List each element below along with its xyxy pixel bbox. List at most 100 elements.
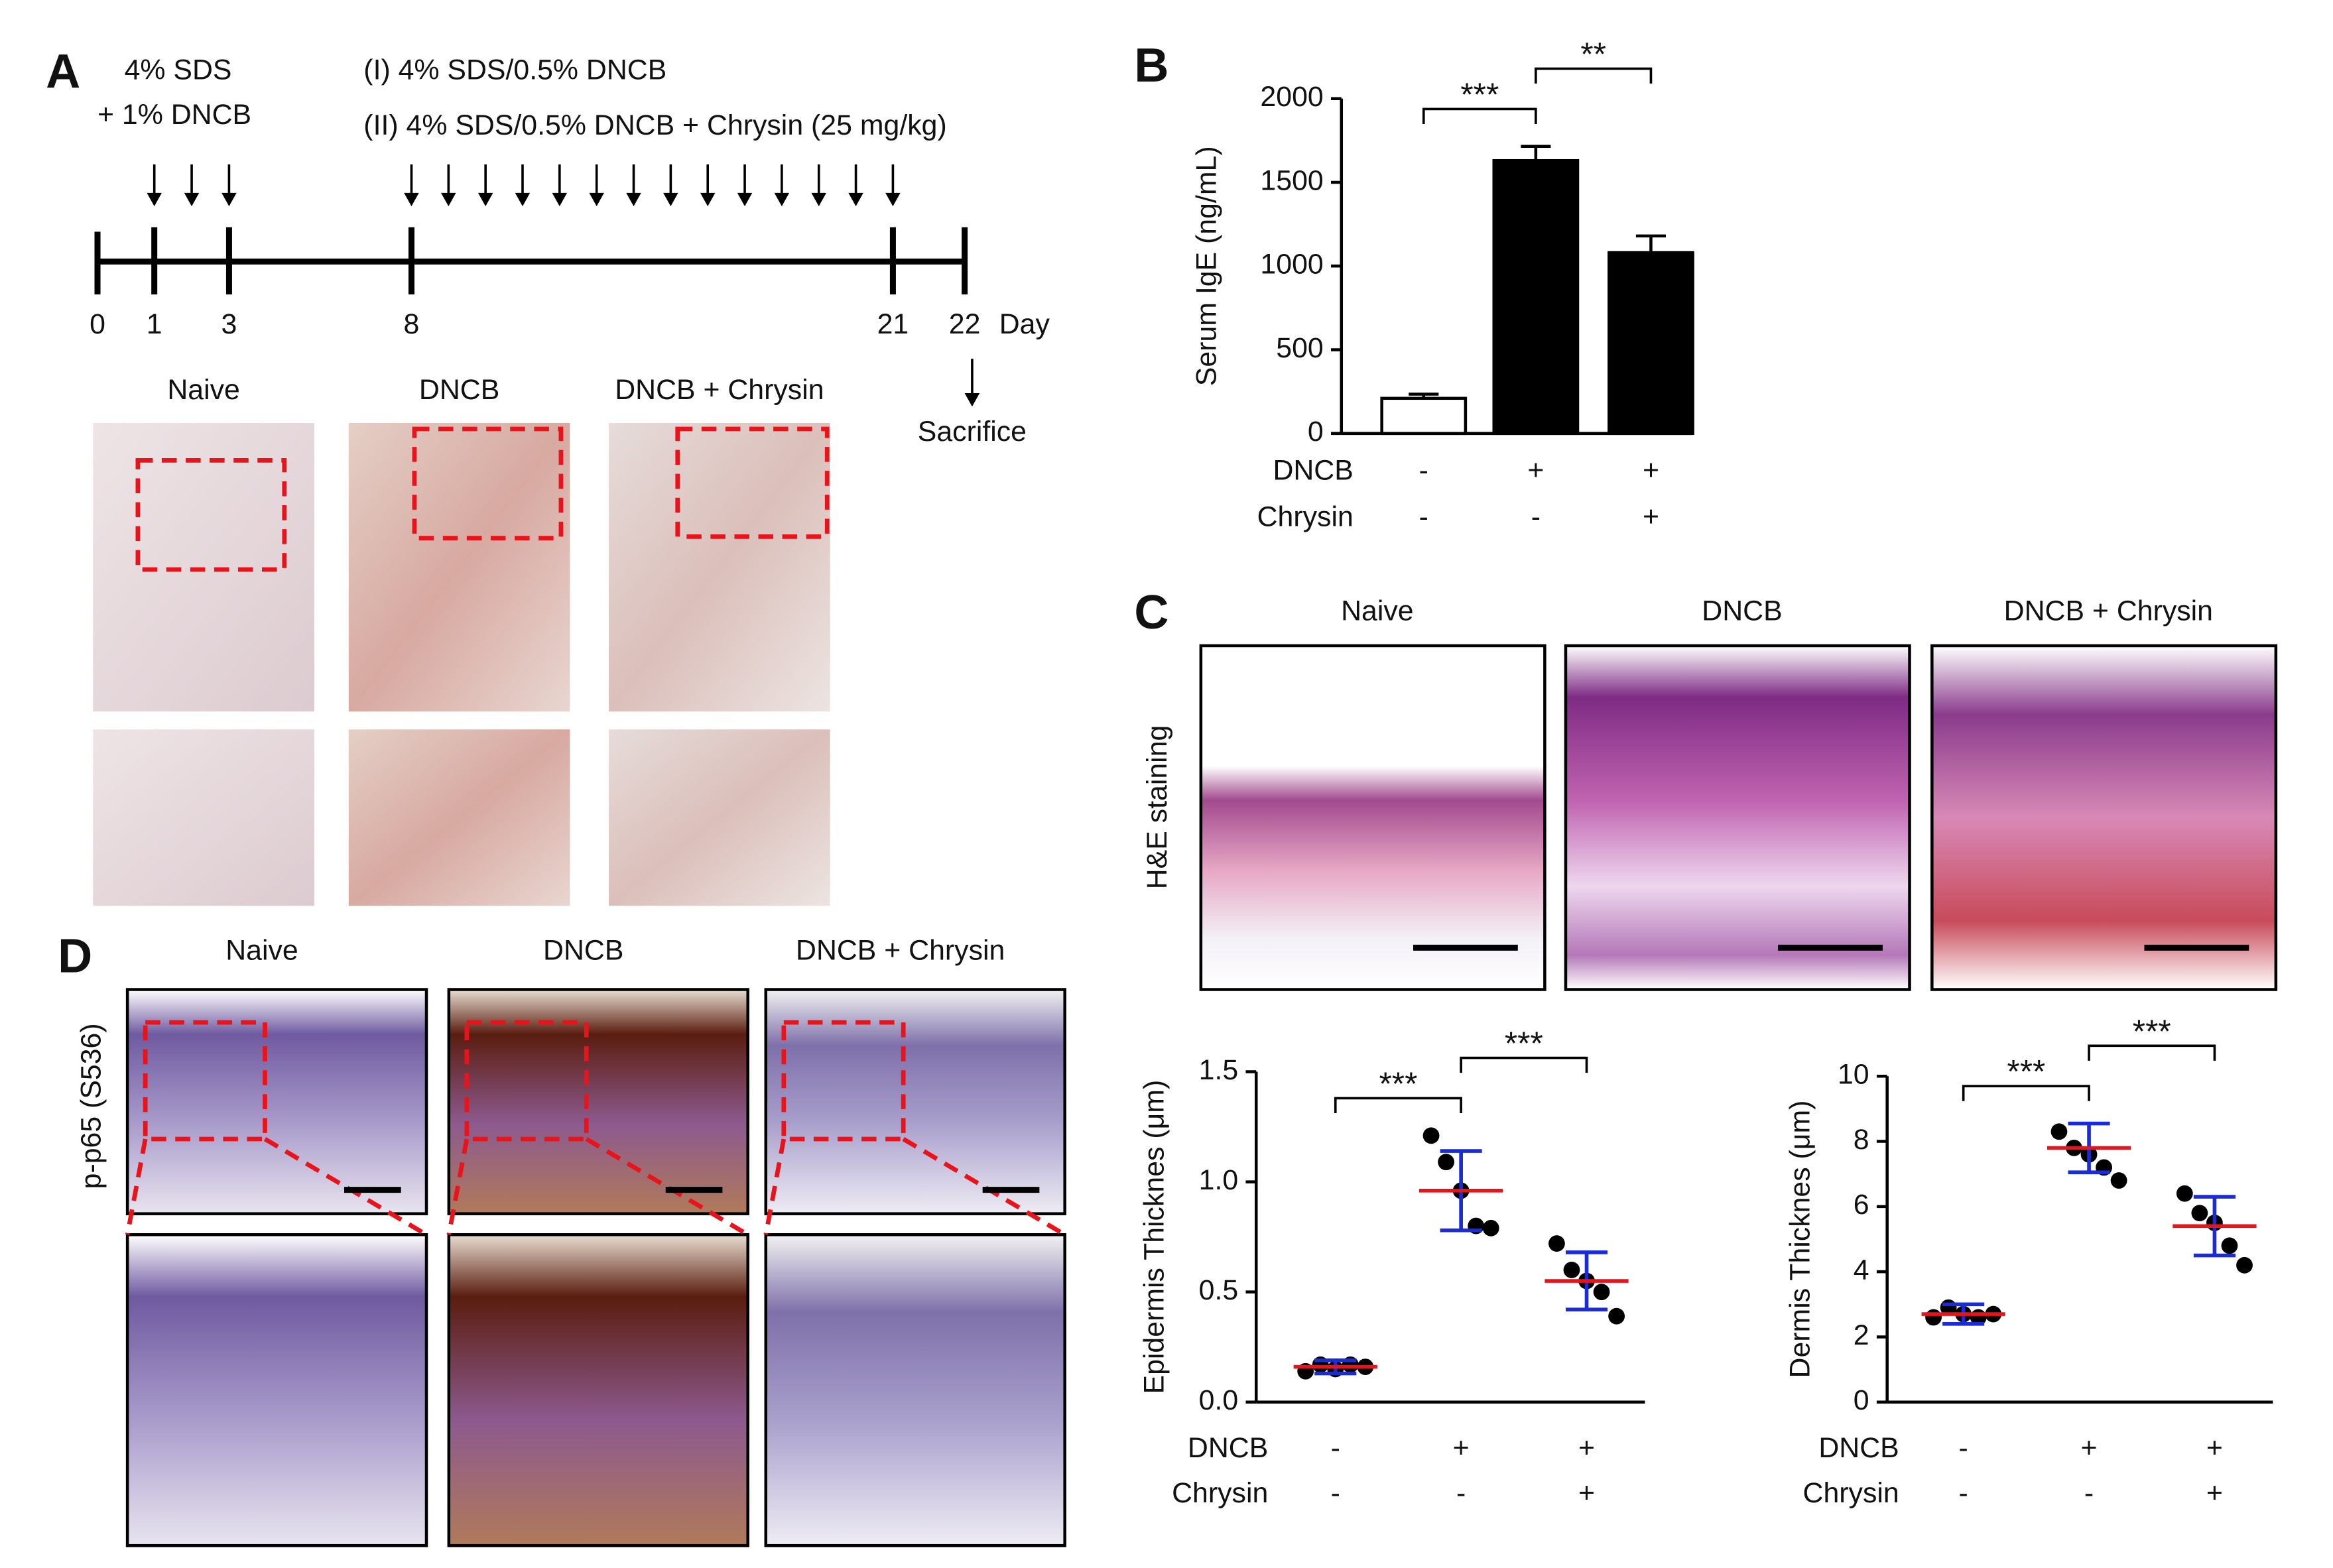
treatment-sign: + [1643,501,1659,533]
treatment-sign: + [2206,1477,2223,1509]
group-label: DNCB + Chrysin [796,934,1005,966]
treatment-sign: + [2081,1432,2098,1464]
treatment-sign: - [1419,501,1428,533]
region-box [135,458,287,572]
ihc-zoom [125,1233,428,1547]
data-point [1593,1284,1610,1301]
sacrifice-label: Sacrifice [918,416,1027,448]
data-point [1438,1154,1454,1171]
arrow-head [552,192,568,207]
arrow-head [811,192,827,207]
day-label: 1 [147,308,162,340]
treatment-sign: + [1527,455,1544,487]
zoom-guide [763,1138,787,1235]
treatment-text: (I) 4% SDS/0.5% DNCB [363,54,666,86]
mouse-photo [348,423,570,712]
y-tick-label: 0.5 [1199,1274,1239,1306]
significance-bracket [1962,1085,2090,1101]
treatment-sign: - [1456,1477,1466,1509]
treatment-label: Chrysin [1172,1477,1268,1509]
y-tick-label: 0 [1854,1384,1869,1416]
treatment-sign: + [1643,455,1659,487]
significance-bracket [1422,107,1537,124]
day-label: 0 [90,308,105,340]
zoom-guide [125,1138,148,1235]
y-tick-label: 2 [1854,1319,1869,1351]
ihc-image [447,988,749,1215]
mouse-photo [609,423,830,712]
group-label: DNCB + Chrysin [2004,595,2213,627]
zoom-guide [585,1137,749,1237]
day-label: 3 [221,308,237,340]
panel-letter: A [46,45,80,98]
row-label: p-p65 (S536) [76,1023,107,1189]
significance-label: *** [1379,1065,1418,1103]
he-image [1930,644,2278,991]
arrow-head [477,192,493,207]
treatment-sign: + [1578,1477,1595,1509]
data-point [1422,1127,1440,1144]
y-tick-label: 500 [1276,332,1323,364]
significance-bracket [1334,1097,1462,1114]
treatment-sign: + [1453,1432,1470,1464]
arrow-head [221,192,237,207]
day-label: 8 [404,308,420,340]
arrow-head [515,192,531,207]
treatment-sign: - [1959,1432,1968,1464]
region-box [412,426,564,541]
significance-label: ** [1580,36,1606,73]
data-point [2191,1205,2208,1222]
significance-label: *** [2133,1012,2171,1050]
data-point [2221,1237,2238,1254]
treatment-sign: + [2206,1432,2223,1464]
row-label: H&E staining [1141,725,1173,890]
he-image [1199,644,1546,991]
zoom-guide [446,1138,470,1235]
treatment-sign: - [1419,455,1428,487]
bar [1492,158,1580,436]
he-image [1564,644,1911,991]
figure-content: A B C D 4% SDS + 1% DNCB (I) 4% SDS/0.5% DNCB (… [46,36,2278,1547]
y-tick-label: 0 [1308,416,1324,448]
panel-letter: D [58,930,92,983]
arrow-head [737,192,753,207]
ihc-image [764,988,1066,1215]
arrow-head [885,192,901,207]
arrow-head [848,192,863,207]
day-label: 22 [949,308,981,340]
arrow-head [589,192,604,207]
treatment-label: Chrysin [1803,1477,1899,1509]
panel-letter: B [1134,39,1168,92]
significance-label: *** [1505,1025,1543,1062]
ihc-image [125,988,428,1215]
treatment-label: DNCB [1188,1432,1268,1464]
data-point [2236,1256,2253,1274]
ihc-zoom [447,1233,749,1547]
arrow-head [147,192,162,207]
treatment-text: (II) 4% SDS/0.5% DNCB + Chrysin (25 mg/k… [363,109,946,141]
significance-label: *** [1460,76,1499,113]
data-point [1608,1307,1625,1325]
mouse-photo-zoom [348,729,570,906]
region-box [781,1020,906,1142]
arrow-head [663,192,678,207]
bar [1608,251,1694,436]
y-tick-label: 1000 [1260,249,1323,280]
treatment-sign: + [1578,1432,1595,1464]
group-label: DNCB [543,934,623,966]
y-tick-label: 1.5 [1199,1054,1239,1086]
y-tick-label: 1500 [1260,164,1323,196]
treatment-sign: - [1959,1477,1968,1509]
arrow-head [441,192,456,207]
data-point [1482,1219,1499,1236]
bar [1380,396,1468,436]
arrow-head [964,392,980,407]
arrow-head [700,192,716,207]
y-tick-label: 1.0 [1199,1164,1239,1196]
treatment-label: DNCB [1273,455,1353,487]
zoom-guide [902,1137,1066,1237]
significance-bracket [1535,67,1653,84]
y-tick-label: 2000 [1260,81,1323,113]
day-label: 21 [877,308,909,340]
